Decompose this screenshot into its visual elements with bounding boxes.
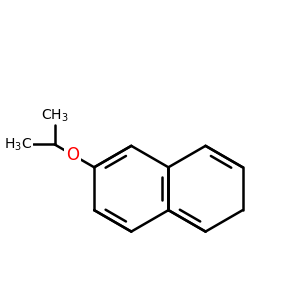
Text: CH$_3$: CH$_3$ (41, 107, 68, 124)
Text: H$_3$C: H$_3$C (4, 136, 32, 153)
Text: O: O (66, 146, 79, 164)
